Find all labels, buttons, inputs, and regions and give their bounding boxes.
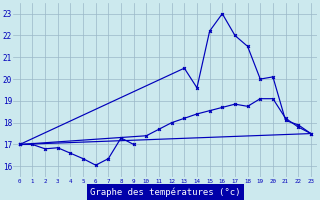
X-axis label: Graphe des températures (°c): Graphe des températures (°c) [90, 188, 241, 197]
